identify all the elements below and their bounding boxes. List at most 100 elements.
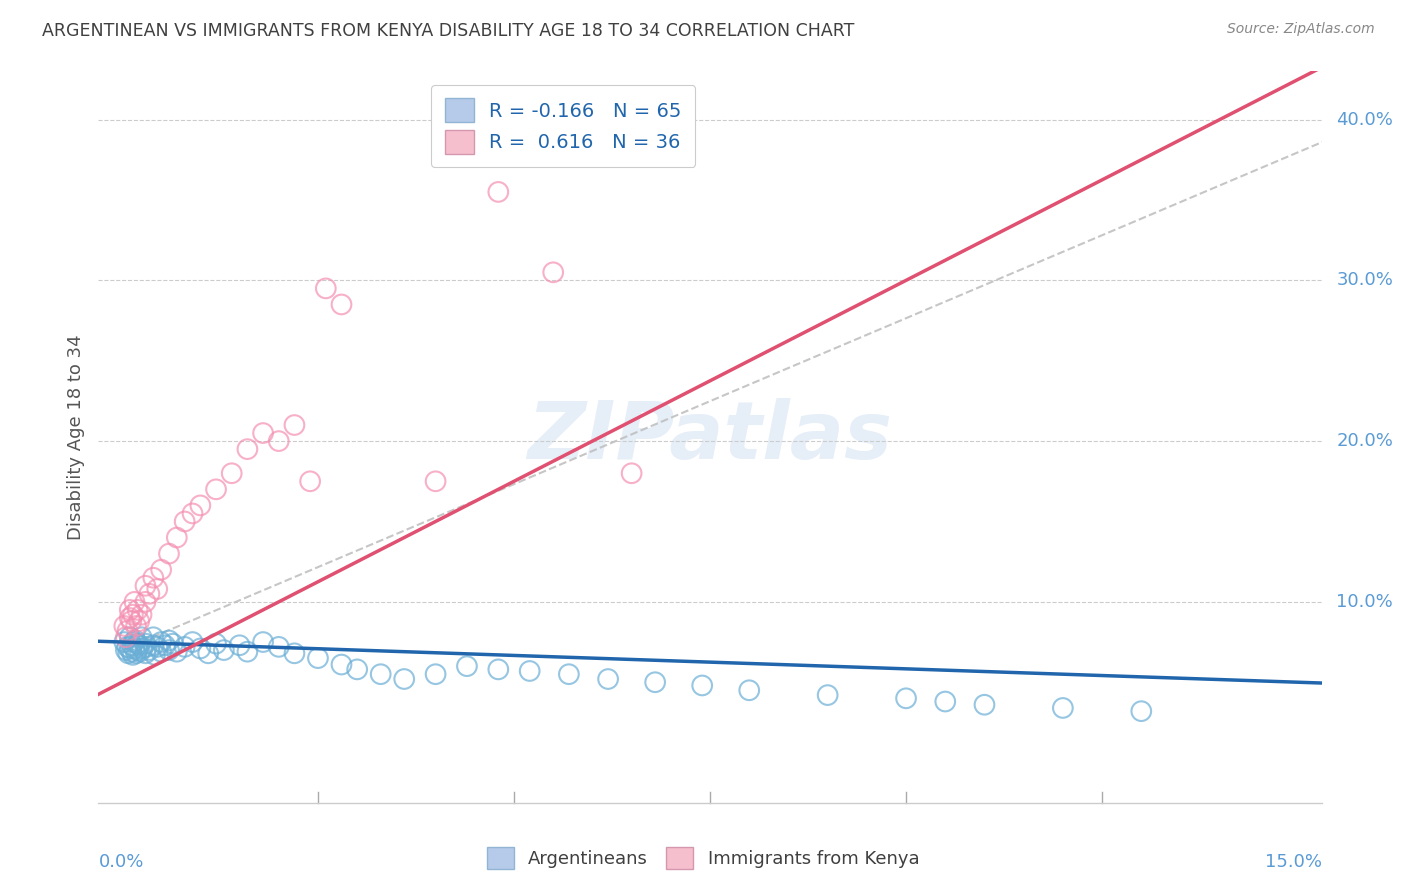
Point bbox=[236, 442, 259, 457]
Point bbox=[486, 185, 509, 199]
Point bbox=[173, 515, 195, 529]
Point bbox=[166, 531, 188, 545]
Point bbox=[150, 645, 173, 659]
Point bbox=[118, 611, 141, 625]
Point bbox=[973, 698, 995, 712]
Point bbox=[128, 614, 150, 628]
Point bbox=[894, 691, 917, 706]
Point bbox=[120, 614, 142, 628]
Point bbox=[267, 640, 290, 654]
Point bbox=[283, 646, 305, 660]
Point bbox=[118, 641, 141, 656]
Point bbox=[205, 637, 228, 651]
Point bbox=[118, 603, 141, 617]
Point bbox=[173, 640, 195, 654]
Point bbox=[146, 582, 169, 596]
Legend: Argentineans, Immigrants from Kenya: Argentineans, Immigrants from Kenya bbox=[478, 838, 928, 879]
Point bbox=[162, 637, 184, 651]
Point bbox=[117, 646, 139, 660]
Point bbox=[307, 651, 329, 665]
Point bbox=[127, 643, 149, 657]
Point bbox=[115, 630, 138, 644]
Point bbox=[157, 643, 180, 657]
Point bbox=[136, 640, 159, 654]
Point bbox=[486, 662, 509, 676]
Point bbox=[142, 571, 165, 585]
Point bbox=[157, 547, 180, 561]
Point bbox=[115, 643, 138, 657]
Point bbox=[128, 638, 150, 652]
Point bbox=[131, 641, 153, 656]
Point bbox=[188, 641, 212, 656]
Point bbox=[142, 630, 165, 644]
Point bbox=[124, 633, 146, 648]
Point bbox=[620, 467, 643, 481]
Point bbox=[197, 646, 219, 660]
Point bbox=[299, 475, 322, 489]
Point bbox=[134, 646, 156, 660]
Point bbox=[1052, 701, 1074, 715]
Point bbox=[112, 635, 135, 649]
Point bbox=[122, 648, 145, 662]
Point bbox=[157, 633, 180, 648]
Point bbox=[315, 281, 337, 295]
Point bbox=[644, 675, 666, 690]
Point bbox=[738, 683, 761, 698]
Point bbox=[131, 630, 153, 644]
Point bbox=[330, 657, 353, 672]
Text: Source: ZipAtlas.com: Source: ZipAtlas.com bbox=[1227, 22, 1375, 37]
Point bbox=[127, 637, 149, 651]
Point bbox=[690, 678, 713, 692]
Point bbox=[125, 619, 148, 633]
Point bbox=[330, 297, 353, 311]
Point bbox=[934, 694, 956, 708]
Point bbox=[205, 483, 228, 497]
Point bbox=[122, 635, 145, 649]
Point bbox=[138, 643, 160, 657]
Point bbox=[596, 672, 619, 686]
Point bbox=[118, 630, 141, 644]
Point bbox=[392, 672, 415, 686]
Text: ARGENTINEAN VS IMMIGRANTS FROM KENYA DISABILITY AGE 18 TO 34 CORRELATION CHART: ARGENTINEAN VS IMMIGRANTS FROM KENYA DIS… bbox=[42, 22, 855, 40]
Point bbox=[120, 645, 142, 659]
Point bbox=[124, 595, 146, 609]
Point bbox=[134, 579, 156, 593]
Y-axis label: Disability Age 18 to 34: Disability Age 18 to 34 bbox=[66, 334, 84, 540]
Point bbox=[142, 638, 165, 652]
Point bbox=[212, 643, 235, 657]
Point bbox=[425, 475, 447, 489]
Point bbox=[221, 467, 243, 481]
Point bbox=[150, 635, 173, 649]
Point bbox=[346, 662, 368, 676]
Point bbox=[124, 641, 146, 656]
Point bbox=[153, 638, 176, 652]
Point bbox=[228, 638, 250, 652]
Point bbox=[181, 507, 204, 521]
Point bbox=[252, 635, 274, 649]
Point bbox=[134, 595, 156, 609]
Point bbox=[134, 637, 156, 651]
Point bbox=[129, 645, 152, 659]
Point bbox=[252, 425, 274, 440]
Text: 40.0%: 40.0% bbox=[1336, 111, 1393, 128]
Point bbox=[370, 667, 392, 681]
Text: 0.0%: 0.0% bbox=[98, 853, 143, 871]
Point bbox=[519, 664, 541, 678]
Point bbox=[117, 624, 139, 638]
Point bbox=[127, 603, 149, 617]
Point bbox=[456, 659, 478, 673]
Text: 30.0%: 30.0% bbox=[1336, 271, 1393, 289]
Point bbox=[117, 640, 139, 654]
Point bbox=[125, 646, 148, 660]
Point bbox=[558, 667, 581, 681]
Point bbox=[425, 667, 447, 681]
Legend: R = -0.166   N = 65, R =  0.616   N = 36: R = -0.166 N = 65, R = 0.616 N = 36 bbox=[432, 85, 696, 167]
Point bbox=[150, 563, 173, 577]
Point bbox=[541, 265, 564, 279]
Text: ZIPatlas: ZIPatlas bbox=[527, 398, 893, 476]
Point bbox=[181, 635, 204, 649]
Point bbox=[283, 417, 305, 432]
Point bbox=[267, 434, 290, 449]
Point bbox=[817, 688, 839, 702]
Text: 10.0%: 10.0% bbox=[1336, 593, 1393, 611]
